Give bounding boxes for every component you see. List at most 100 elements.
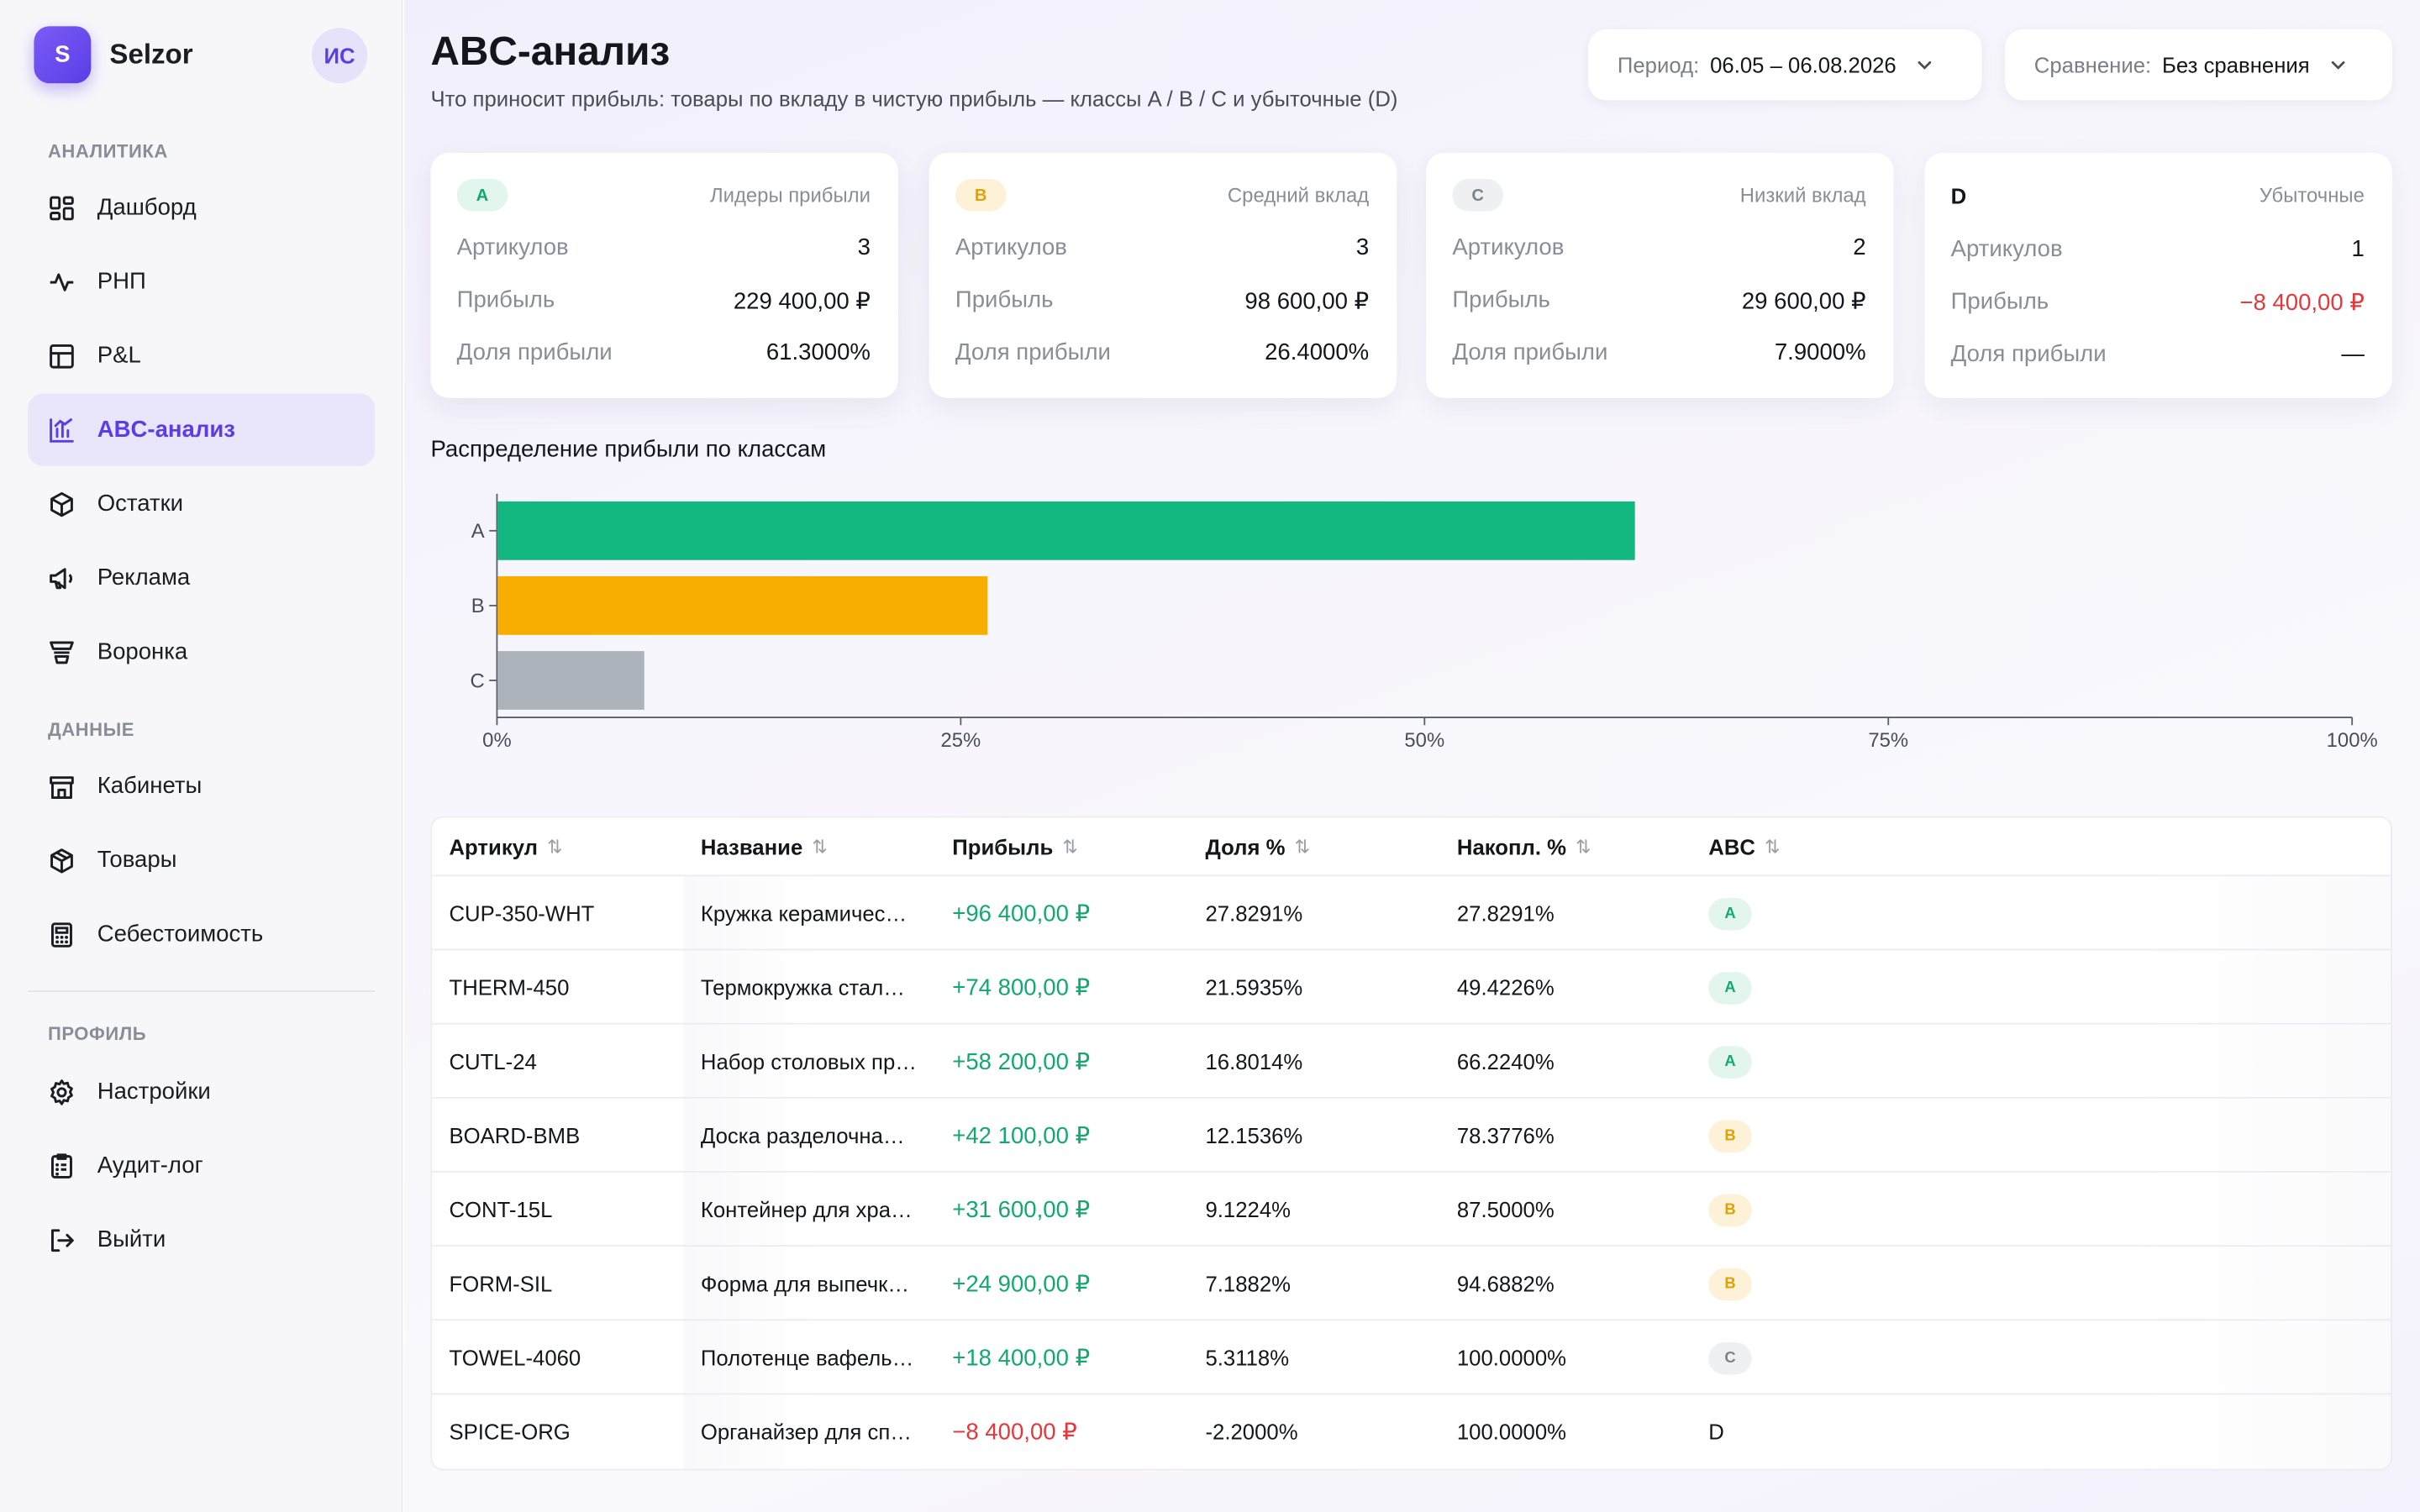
product-name-cell: Термокружка стал… <box>700 974 905 1000</box>
card-value: 29 600,00 ₽ <box>1741 288 1866 315</box>
card-label: Доля прибыли <box>456 339 613 366</box>
sidebar-item-audit-log[interactable]: Аудит-лог <box>28 1129 375 1201</box>
brand-name: Selzor <box>109 38 193 70</box>
table-row[interactable]: THERM-450 Термокружка стал… +74 800,00 ₽ 21… <box>432 950 2391 1025</box>
y-tick-label: C <box>470 669 484 692</box>
sidebar-item-label: Дашборд <box>97 194 197 221</box>
sku-cell: TOWEL-4060 <box>449 1345 581 1371</box>
brand-logo: S <box>34 26 92 84</box>
sidebar-item-pnl[interactable]: P&L <box>28 319 375 391</box>
brand[interactable]: S Selzor <box>34 26 193 84</box>
product-name-cell: Органайзер для сп… <box>700 1419 912 1445</box>
sidebar-item-abc-analysis[interactable]: ABC-анализ <box>28 393 376 466</box>
sort-arrows-icon[interactable]: ⇅ <box>1765 836 1781 858</box>
sidebar-item-label: P&L <box>97 342 141 369</box>
page-title: ABC-анализ <box>430 28 671 75</box>
product-name-cell: Доска разделочна… <box>700 1123 905 1148</box>
cumulative-cell: 49.4226% <box>1456 974 1555 1000</box>
card-label: Доля прибыли <box>955 339 1111 366</box>
table-row[interactable]: FORM-SIL Форма для выпечк… +24 900,00 ₽ 7.1… <box>432 1247 2391 1321</box>
class-card-d: D Убыточные Артикулов 1 Прибыль −8 400,00 … <box>1924 152 2392 398</box>
profit-distribution-chart: A B C 0% 25% 50% 75% 100% <box>470 493 2378 752</box>
sidebar-item-cost[interactable]: Себестоимость <box>28 898 375 970</box>
cumulative-cell: 27.8291% <box>1456 900 1555 927</box>
compare-dropdown[interactable]: Сравнение: Без сравнения <box>2004 29 2392 101</box>
card-value: 3 <box>1355 234 1370 261</box>
sort-arrows-icon[interactable]: ⇅ <box>1062 836 1078 858</box>
nav-section-data: ДАННЫЕ <box>47 718 134 741</box>
sidebar-item-label: Кабинеты <box>97 773 203 800</box>
sidebar-item-stock[interactable]: Остатки <box>28 468 375 540</box>
sidebar-item-label: Воронка <box>97 638 188 665</box>
share-cell: 12.1536% <box>1205 1123 1303 1148</box>
column-header-profit[interactable]: Прибыль ⇅ <box>952 834 1078 860</box>
abc-badge: A <box>1708 971 1752 1004</box>
profit-cell: +18 400,00 ₽ <box>952 1345 1091 1372</box>
compare-label: Сравнение: <box>2033 52 2152 77</box>
store-icon <box>48 772 76 800</box>
table-row[interactable]: CONT-15L Контейнер для хра… +31 600,00 ₽ 9.… <box>432 1173 2391 1247</box>
sidebar-item-products[interactable]: Товары <box>28 824 375 896</box>
card-label: Прибыль <box>456 286 555 313</box>
abc-badge: D <box>1708 1419 1724 1445</box>
table-row[interactable]: CUTL-24 Набор столовых пр… +58 200,00 ₽ 16.… <box>432 1025 2391 1099</box>
card-tag: Убыточные <box>2259 183 2365 207</box>
sku-cell: CUP-350-WHT <box>449 900 595 927</box>
cumulative-cell: 94.6882% <box>1456 1271 1555 1296</box>
abc-badge: B <box>1708 1119 1752 1152</box>
x-tick-label: 75% <box>1868 729 1908 752</box>
column-header-name[interactable]: Название ⇅ <box>700 834 828 860</box>
column-header-abc[interactable]: ABC ⇅ <box>1708 834 1781 860</box>
abc-badge: B <box>1708 1193 1752 1226</box>
column-header-share[interactable]: Доля % ⇅ <box>1205 834 1311 860</box>
cumulative-cell: 78.3776% <box>1456 1123 1555 1148</box>
dashboard-icon <box>48 194 76 222</box>
column-header-cumulative[interactable]: Накопл. % ⇅ <box>1456 834 1591 860</box>
product-name-cell: Набор столовых пр… <box>700 1048 917 1074</box>
sidebar-item-dashboard[interactable]: Дашборд <box>28 171 375 244</box>
card-value: 98 600,00 ₽ <box>1244 288 1370 315</box>
column-header-sku[interactable]: Артикул ⇅ <box>449 834 563 860</box>
nav-section-profile: ПРОФИЛЬ <box>47 1022 147 1045</box>
sidebar-item-logout[interactable]: Выйти <box>28 1204 375 1276</box>
sort-arrows-icon[interactable]: ⇅ <box>1576 836 1591 858</box>
profit-cell: +42 100,00 ₽ <box>952 1123 1091 1150</box>
sku-cell: CONT-15L <box>449 1197 553 1222</box>
share-cell: 9.1224% <box>1205 1197 1292 1222</box>
period-label: Период: <box>1617 52 1700 77</box>
abc-badge: A <box>1708 897 1752 930</box>
bar-b[interactable] <box>497 576 988 635</box>
table-row[interactable]: TOWEL-4060 Полотенце вафель… +18 400,00 ₽ 5… <box>432 1320 2391 1395</box>
sidebar-item-label: Аудит-лог <box>97 1152 203 1179</box>
sidebar-item-funnel[interactable]: Воронка <box>28 616 375 688</box>
table-row[interactable]: BOARD-BMB Доска разделочна… +42 100,00 ₽ 12… <box>432 1099 2391 1173</box>
class-card-a: A Лидеры прибыли Артикулов 3 Прибыль 229 4… <box>430 152 898 398</box>
share-cell: 21.5935% <box>1205 974 1303 1000</box>
sort-arrows-icon[interactable]: ⇅ <box>1294 836 1311 858</box>
sidebar-item-settings[interactable]: Настройки <box>28 1055 375 1127</box>
table-row[interactable]: SPICE-ORG Органайзер для сп… −8 400,00 ₽ -2… <box>432 1394 2391 1468</box>
sku-cell: BOARD-BMB <box>449 1123 581 1148</box>
sidebar-item-cabinets[interactable]: Кабинеты <box>28 750 375 822</box>
sidebar-item-rnp[interactable]: РНП <box>28 245 375 318</box>
period-dropdown[interactable]: Период: 06.05 – 06.08.2026 <box>1587 29 1982 101</box>
bar-c[interactable] <box>497 651 644 710</box>
abc-class-cell: A <box>1708 876 1752 950</box>
sort-arrows-icon[interactable]: ⇅ <box>547 836 563 858</box>
abc-badge: A <box>1708 1045 1752 1078</box>
product-name-cell: Контейнер для хра… <box>700 1197 913 1222</box>
calculator-icon <box>48 921 76 948</box>
nav-section-analytics: АНАЛИТИКА <box>47 140 168 162</box>
sort-arrows-icon[interactable]: ⇅ <box>812 836 828 858</box>
x-tick-label: 100% <box>2327 729 2378 752</box>
sku-cell: THERM-450 <box>449 974 570 1000</box>
card-label: Артикулов <box>955 234 1067 261</box>
y-tick-label: B <box>471 595 485 617</box>
avatar[interactable]: ИС <box>312 28 368 84</box>
bar-a[interactable] <box>497 501 1635 560</box>
box-icon <box>48 490 76 517</box>
page-subtitle: Что приносит прибыль: товары по вкладу в… <box>430 86 1398 112</box>
card-tag: Лидеры прибыли <box>709 183 871 207</box>
sidebar-item-ads[interactable]: Реклама <box>28 542 375 614</box>
table-row[interactable]: CUP-350-WHT Кружка керамичес… +96 400,00 ₽… <box>432 876 2391 951</box>
